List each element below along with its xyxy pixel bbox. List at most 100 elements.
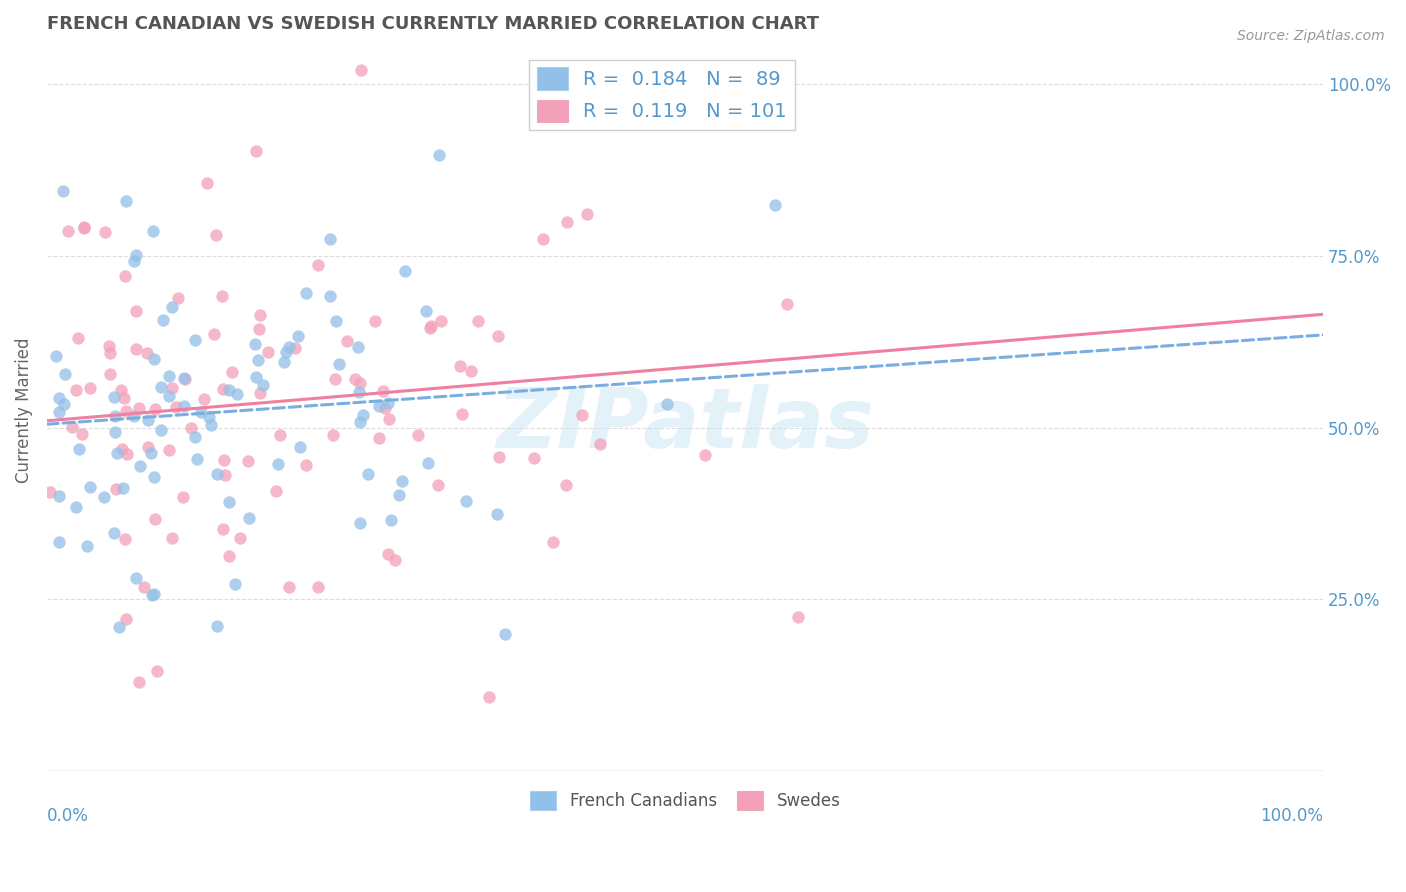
Point	[377, 547, 399, 561]
Point	[249, 308, 271, 322]
Point	[418, 456, 440, 470]
Point	[252, 377, 274, 392]
Point	[65, 500, 87, 514]
Point	[420, 318, 443, 333]
Point	[193, 392, 215, 406]
Point	[264, 484, 287, 499]
Point	[763, 198, 786, 212]
Point	[367, 431, 389, 445]
Point	[267, 457, 290, 471]
Point	[103, 525, 125, 540]
Point	[364, 313, 387, 327]
Point	[79, 480, 101, 494]
Point	[318, 289, 340, 303]
Point	[198, 410, 221, 425]
Point	[117, 447, 139, 461]
Point	[48, 404, 70, 418]
Point	[467, 314, 489, 328]
Point	[98, 345, 121, 359]
Point	[167, 292, 190, 306]
Point	[160, 301, 183, 315]
Point	[180, 421, 202, 435]
Point	[45, 350, 67, 364]
Point	[357, 467, 380, 481]
Point	[186, 451, 208, 466]
Point	[136, 440, 159, 454]
Point	[205, 467, 228, 481]
Point	[173, 372, 195, 386]
Point	[287, 329, 309, 343]
Point	[202, 327, 225, 342]
Point	[112, 391, 135, 405]
Point	[322, 428, 344, 442]
Point	[377, 412, 399, 426]
Point	[325, 314, 347, 328]
Text: 100.0%: 100.0%	[1260, 807, 1323, 825]
Point	[221, 365, 243, 379]
Point	[273, 355, 295, 369]
Point	[229, 531, 252, 545]
Point	[307, 581, 329, 595]
Point	[486, 507, 509, 521]
Text: Source: ZipAtlas.com: Source: ZipAtlas.com	[1237, 29, 1385, 43]
Point	[143, 402, 166, 417]
Point	[212, 453, 235, 467]
Point	[350, 63, 373, 78]
Point	[125, 304, 148, 318]
Point	[173, 371, 195, 385]
Point	[427, 477, 450, 491]
Point	[343, 372, 366, 386]
Point	[112, 481, 135, 495]
Point	[449, 359, 471, 373]
Point	[184, 333, 207, 347]
Point	[478, 690, 501, 705]
Point	[52, 397, 75, 411]
Point	[238, 511, 260, 525]
Point	[430, 314, 453, 328]
Point	[555, 214, 578, 228]
Point	[159, 442, 181, 457]
Point	[76, 539, 98, 553]
Point	[347, 385, 370, 400]
Point	[114, 532, 136, 546]
Point	[352, 408, 374, 422]
Point	[494, 627, 516, 641]
Point	[226, 387, 249, 401]
Point	[114, 612, 136, 626]
Point	[48, 534, 70, 549]
Point	[328, 357, 350, 371]
Point	[415, 303, 437, 318]
Point	[589, 437, 612, 451]
Text: ZIPatlas: ZIPatlas	[496, 384, 875, 466]
Point	[38, 485, 60, 500]
Point	[103, 390, 125, 404]
Text: 0.0%: 0.0%	[46, 807, 89, 825]
Point	[122, 254, 145, 268]
Point	[394, 264, 416, 278]
Point	[427, 148, 450, 162]
Point	[451, 408, 474, 422]
Point	[48, 392, 70, 406]
Point	[218, 549, 240, 563]
Point	[184, 430, 207, 444]
Point	[128, 401, 150, 416]
Point	[72, 220, 94, 235]
Point	[145, 664, 167, 678]
Point	[157, 389, 180, 403]
Point	[60, 420, 83, 434]
Point	[162, 531, 184, 545]
Point	[70, 427, 93, 442]
Point	[541, 535, 564, 549]
Point	[150, 423, 173, 437]
Point	[211, 289, 233, 303]
Point	[79, 381, 101, 395]
Point	[243, 337, 266, 351]
Point	[67, 442, 90, 456]
Point	[65, 384, 87, 398]
Point	[391, 474, 413, 488]
Point	[460, 363, 482, 377]
Point	[149, 380, 172, 394]
Point	[367, 399, 389, 413]
Point	[173, 399, 195, 413]
Point	[238, 454, 260, 468]
